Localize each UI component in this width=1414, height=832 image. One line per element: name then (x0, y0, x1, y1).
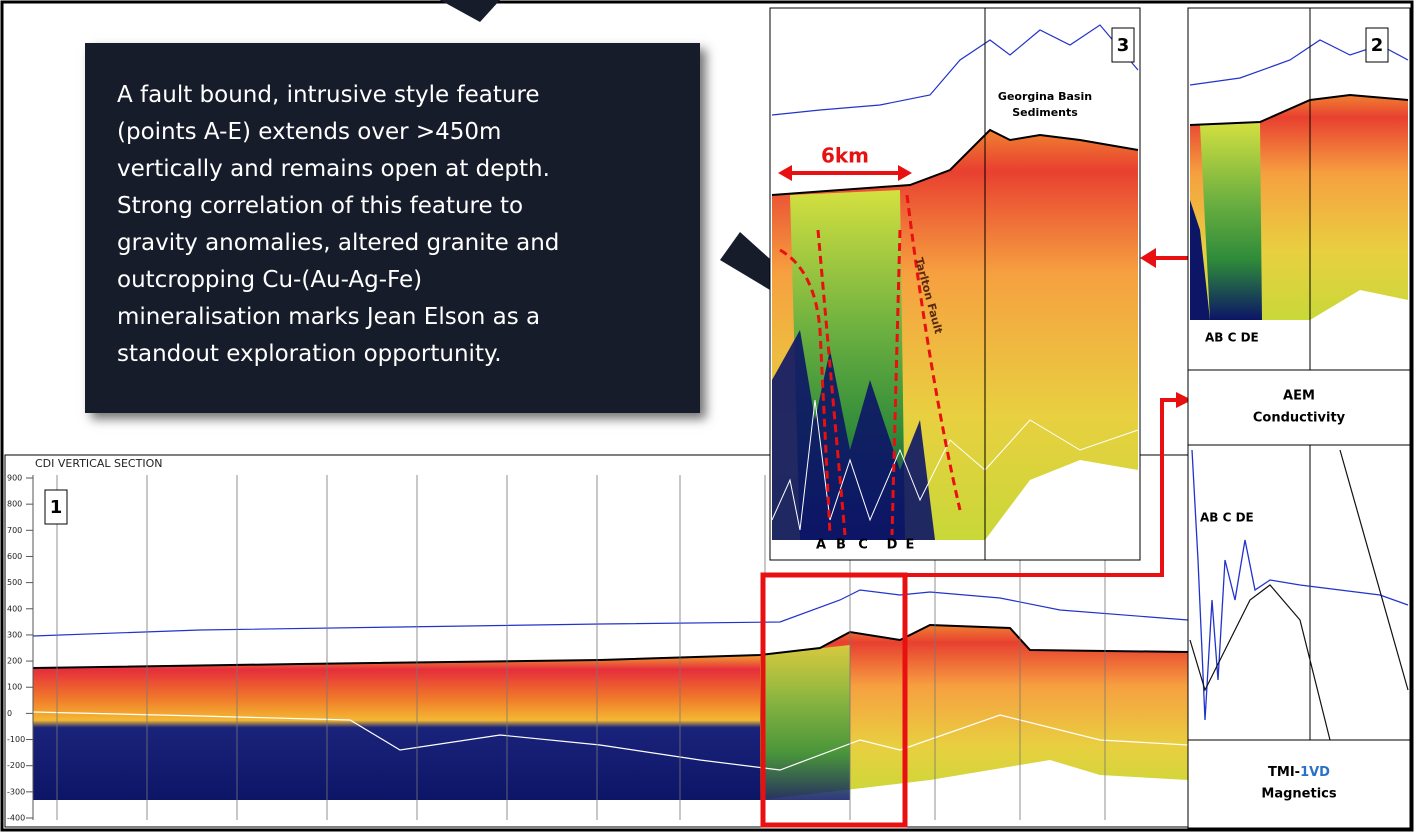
number-box (44, 489, 68, 525)
callout-line: (points A-E) extends over >450m (117, 119, 502, 145)
label-box (1187, 739, 1411, 829)
panel-1: 900 800 700 600 500 400 300 200 100 0 -100 -200 -300… (4, 392, 1192, 828)
section-left (33, 655, 760, 800)
panel-number: 3 (1117, 35, 1130, 56)
magnetic-line (771, 24, 1139, 116)
tmi-panel: AB C DE TMI-1VD Magnetics (1187, 444, 1411, 829)
point-label: B (836, 538, 846, 553)
tmi-label: Magnetics (1261, 787, 1336, 802)
conductor-deep (772, 330, 935, 540)
tmi-line (1191, 449, 1409, 721)
tmi-label-prefix: TMI- (1268, 765, 1300, 780)
y-axis-label: -300 (7, 787, 25, 796)
callout-line: mineralisation marks Jean Elson as a (117, 304, 541, 330)
tmi-line (1339, 449, 1409, 691)
y-axis-label: 100 (7, 683, 22, 692)
y-axis-label: -400 (7, 814, 25, 823)
fault-trace (890, 229, 902, 536)
sediments-label: Georgina Basin (998, 90, 1092, 103)
y-axis-label: 300 (7, 630, 22, 639)
tmi-label: TMI-1VD (1268, 765, 1330, 780)
section-green (1200, 122, 1262, 320)
arrow-head (778, 165, 792, 181)
panel-3: 6km Georgina Basin Sediments Tarlton Fau… (769, 7, 1141, 561)
callout-box: A fault bound, intrusive style feature (p… (85, 43, 700, 413)
callout-pointer (720, 232, 780, 290)
number-box (1111, 27, 1135, 63)
arrow-head (898, 165, 912, 181)
arrow-head (1176, 392, 1192, 408)
topography-line (771, 128, 1139, 196)
point-label: C (858, 538, 868, 553)
sediments-label: Sediments (1012, 106, 1078, 119)
panel-number: 2 (1371, 35, 1384, 56)
aem-label: AEM (1283, 389, 1315, 404)
point-label: A (816, 538, 826, 553)
callout-pointer (440, 0, 500, 22)
point-label: D (887, 538, 898, 553)
y-axis-label: 800 (7, 500, 22, 509)
y-axis-label: -200 (7, 761, 25, 770)
white-profile (32, 711, 1189, 771)
callout-line: gravity anomalies, altered granite and (117, 230, 560, 256)
y-axis-label: 700 (7, 526, 22, 535)
callout-line: Strong correlation of this feature to (117, 193, 524, 219)
fault-trace (905, 194, 962, 511)
highlight-box (760, 572, 908, 828)
y-axis-label: 900 (7, 474, 22, 483)
callout-line: vertically and remains open at depth. (117, 156, 550, 182)
panel-2: 2 AB C DE AEM Conductivity (1187, 7, 1411, 446)
y-axis-label: 600 (7, 552, 22, 561)
callout-line: A fault bound, intrusive style feature (117, 82, 540, 108)
panel-number: 1 (50, 497, 63, 518)
y-axis-label: 200 (7, 657, 22, 666)
y-axis-label: 0 (7, 709, 12, 718)
section-right (760, 625, 1188, 800)
aem-label: Conductivity (1253, 411, 1346, 426)
arrow-head (1140, 248, 1156, 268)
fault-trace (779, 248, 832, 536)
point-label: E (906, 538, 915, 553)
white-profile (771, 399, 1139, 531)
callout-line: standout exploration opportunity. (117, 341, 502, 367)
distance-label: 6km (821, 144, 869, 168)
section-green (760, 645, 850, 800)
panel-frame (1187, 444, 1411, 741)
number-box (1365, 27, 1389, 63)
panel-title: CDI VERTICAL SECTION (35, 457, 162, 470)
point-labels: AB C DE (1200, 511, 1254, 525)
callout-line: outcropping Cu-(Au-Ag-Fe) (117, 267, 423, 293)
connector (905, 398, 1185, 577)
label-box (1187, 369, 1411, 446)
y-axis-label: 500 (7, 578, 22, 587)
point-labels: AB C DE (1205, 331, 1259, 345)
tmi-line (1189, 584, 1331, 741)
y-axis-label: 400 (7, 604, 22, 613)
y-axis-label: -100 (7, 735, 25, 744)
tmi-label-highlight: 1VD (1300, 765, 1330, 780)
conductor-deep (1190, 200, 1210, 320)
